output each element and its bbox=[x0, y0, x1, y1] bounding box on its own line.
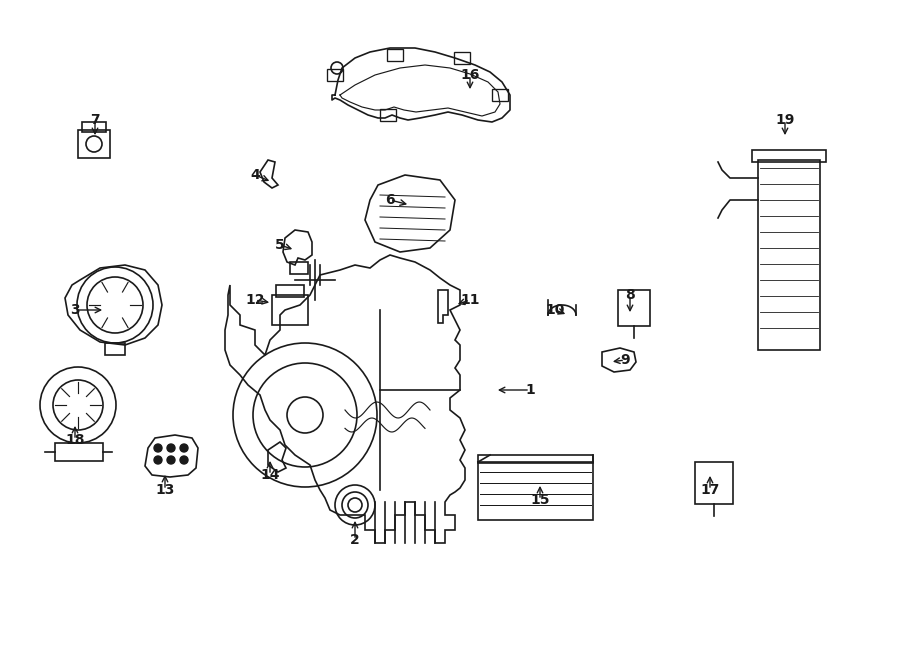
Text: 6: 6 bbox=[385, 193, 395, 207]
Bar bbox=[752, 150, 826, 162]
Bar bbox=[290, 262, 308, 274]
Bar bbox=[276, 285, 304, 297]
Bar bbox=[380, 109, 396, 121]
Circle shape bbox=[154, 456, 162, 464]
Circle shape bbox=[167, 444, 175, 452]
Text: 18: 18 bbox=[65, 433, 85, 447]
Text: 15: 15 bbox=[530, 493, 550, 507]
Text: 2: 2 bbox=[350, 533, 360, 547]
Bar bbox=[492, 89, 508, 101]
Bar bbox=[272, 295, 308, 325]
Text: 19: 19 bbox=[775, 113, 795, 127]
Text: 13: 13 bbox=[156, 483, 175, 497]
Bar bbox=[695, 462, 733, 504]
Bar bbox=[82, 122, 106, 132]
Text: 1: 1 bbox=[525, 383, 535, 397]
Text: 17: 17 bbox=[700, 483, 720, 497]
Circle shape bbox=[180, 444, 188, 452]
Text: 9: 9 bbox=[620, 353, 630, 367]
Text: 7: 7 bbox=[90, 113, 100, 127]
Bar bbox=[618, 290, 650, 326]
Bar bbox=[758, 160, 820, 350]
Text: 3: 3 bbox=[70, 303, 80, 317]
Text: 14: 14 bbox=[260, 468, 280, 482]
Text: 5: 5 bbox=[275, 238, 285, 252]
Bar bbox=[478, 462, 593, 520]
Bar bbox=[327, 69, 343, 81]
Text: 10: 10 bbox=[545, 303, 564, 317]
Bar bbox=[55, 443, 103, 461]
Text: 11: 11 bbox=[460, 293, 480, 307]
Text: 12: 12 bbox=[245, 293, 265, 307]
Bar bbox=[454, 52, 470, 64]
Text: 4: 4 bbox=[250, 168, 260, 182]
Bar bbox=[78, 130, 110, 158]
Text: 16: 16 bbox=[460, 68, 480, 82]
Circle shape bbox=[180, 456, 188, 464]
Circle shape bbox=[167, 456, 175, 464]
Bar bbox=[478, 455, 593, 463]
Bar bbox=[387, 49, 403, 61]
Text: 8: 8 bbox=[626, 288, 634, 302]
Bar bbox=[105, 343, 125, 355]
Circle shape bbox=[154, 444, 162, 452]
